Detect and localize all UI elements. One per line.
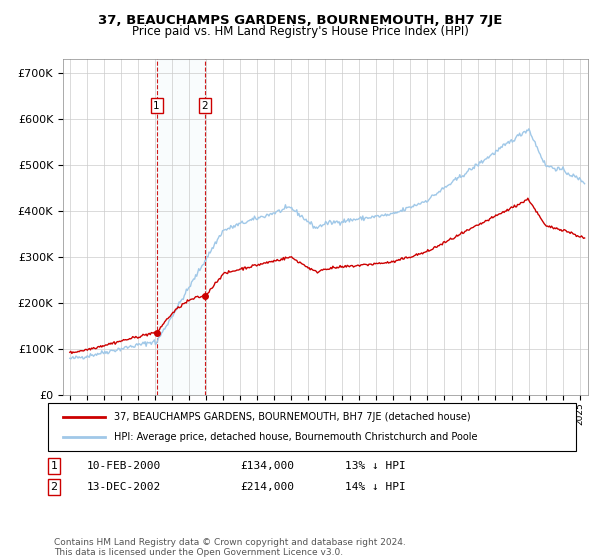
Text: 1: 1	[154, 101, 160, 111]
Text: 2: 2	[202, 101, 208, 111]
Text: HPI: Average price, detached house, Bournemouth Christchurch and Poole: HPI: Average price, detached house, Bour…	[114, 432, 478, 442]
Text: 10-FEB-2000: 10-FEB-2000	[87, 461, 161, 471]
Text: 37, BEAUCHAMPS GARDENS, BOURNEMOUTH, BH7 7JE: 37, BEAUCHAMPS GARDENS, BOURNEMOUTH, BH7…	[98, 14, 502, 27]
Text: 13% ↓ HPI: 13% ↓ HPI	[345, 461, 406, 471]
Text: 2: 2	[50, 482, 58, 492]
Text: 1: 1	[50, 461, 58, 471]
Text: 37, BEAUCHAMPS GARDENS, BOURNEMOUTH, BH7 7JE (detached house): 37, BEAUCHAMPS GARDENS, BOURNEMOUTH, BH7…	[114, 412, 470, 422]
Text: Contains HM Land Registry data © Crown copyright and database right 2024.
This d: Contains HM Land Registry data © Crown c…	[54, 538, 406, 557]
Text: 14% ↓ HPI: 14% ↓ HPI	[345, 482, 406, 492]
Text: 13-DEC-2002: 13-DEC-2002	[87, 482, 161, 492]
Text: Price paid vs. HM Land Registry's House Price Index (HPI): Price paid vs. HM Land Registry's House …	[131, 25, 469, 38]
Bar	[157, 59, 205, 395]
Text: £134,000: £134,000	[240, 461, 294, 471]
Text: £214,000: £214,000	[240, 482, 294, 492]
